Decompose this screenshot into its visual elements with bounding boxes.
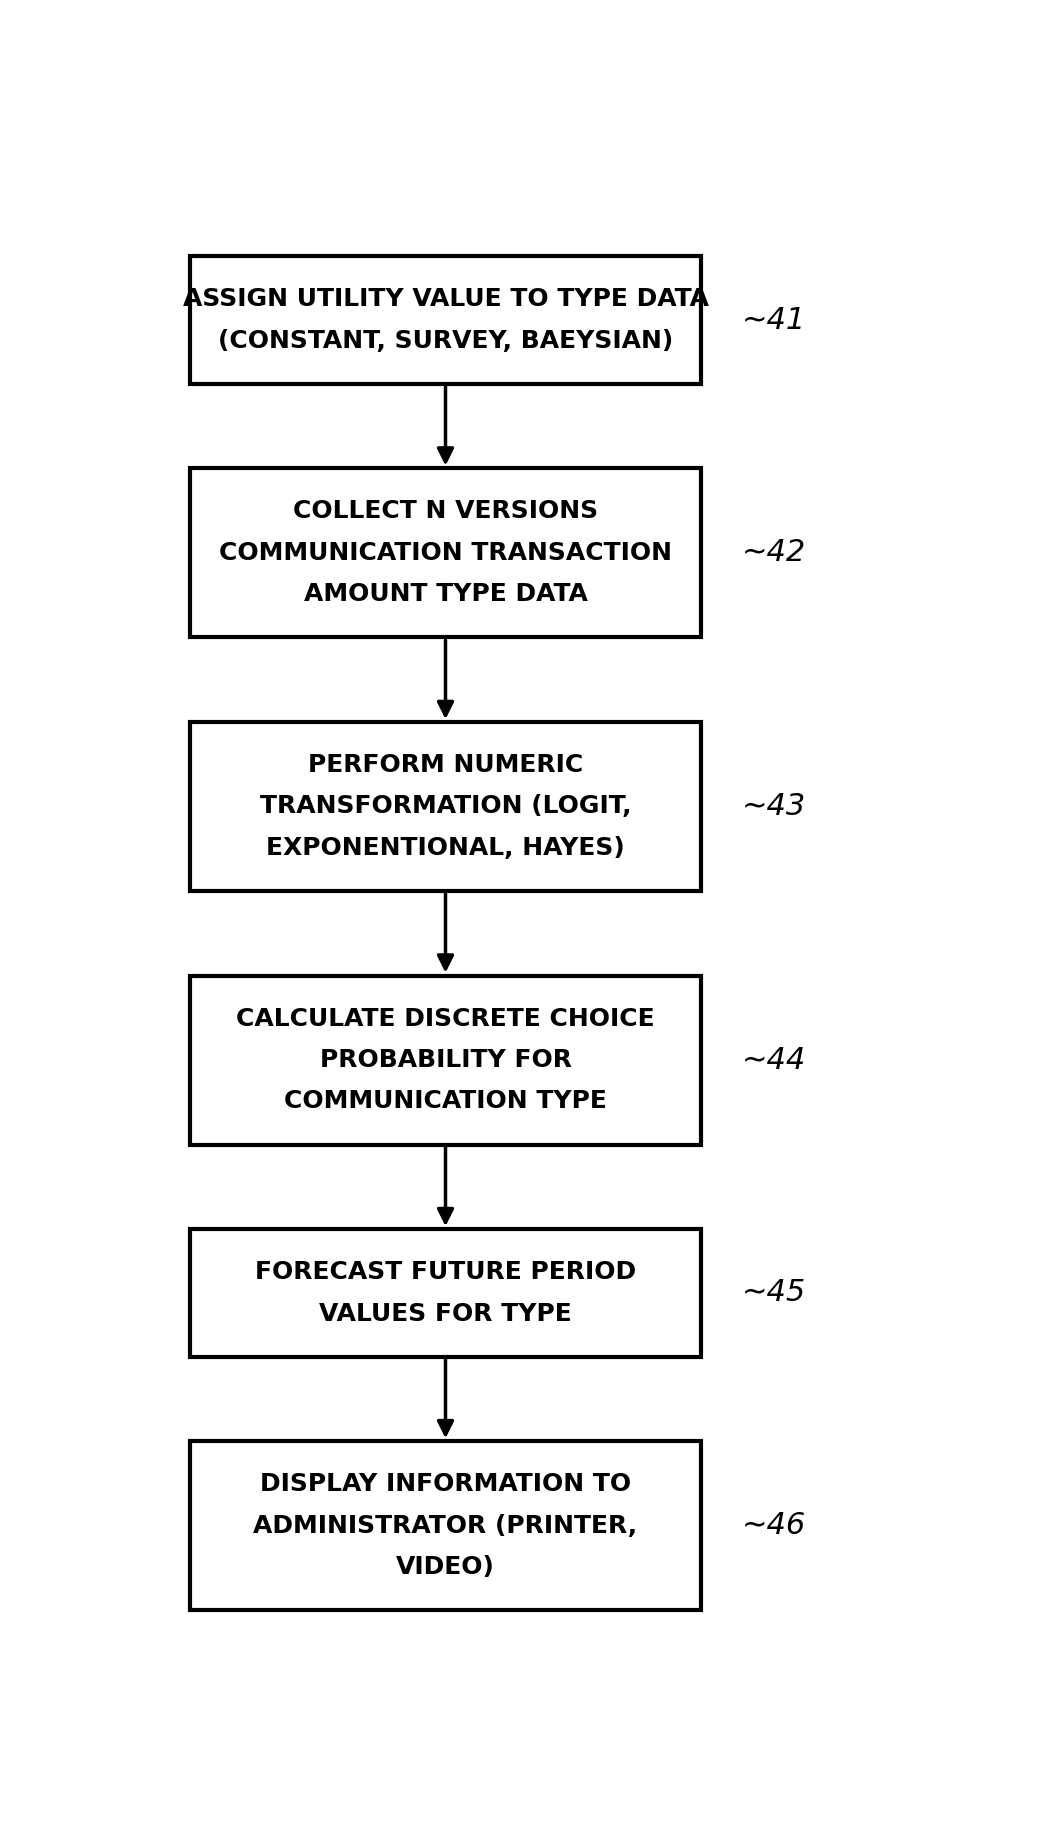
Text: VIDEO): VIDEO) xyxy=(396,1556,495,1580)
Bar xyxy=(190,722,701,891)
Text: TRANSFORMATION (LOGIT,: TRANSFORMATION (LOGIT, xyxy=(260,795,631,819)
Text: COLLECT N VERSIONS: COLLECT N VERSIONS xyxy=(293,499,598,523)
Text: ASSIGN UTILITY VALUE TO TYPE DATA: ASSIGN UTILITY VALUE TO TYPE DATA xyxy=(183,287,708,311)
Text: PROBABILITY FOR: PROBABILITY FOR xyxy=(320,1048,571,1071)
Text: COMMUNICATION TYPE: COMMUNICATION TYPE xyxy=(284,1090,607,1114)
Text: FORECAST FUTURE PERIOD: FORECAST FUTURE PERIOD xyxy=(255,1259,636,1285)
Text: ∼44: ∼44 xyxy=(741,1046,806,1075)
Text: (CONSTANT, SURVEY, BAEYSIAN): (CONSTANT, SURVEY, BAEYSIAN) xyxy=(218,330,673,353)
Text: COMMUNICATION TRANSACTION: COMMUNICATION TRANSACTION xyxy=(219,541,672,565)
Text: ∼42: ∼42 xyxy=(741,538,806,567)
Text: ∼43: ∼43 xyxy=(741,792,806,821)
Text: EXPONENTIONAL, HAYES): EXPONENTIONAL, HAYES) xyxy=(267,836,624,860)
Bar xyxy=(190,1230,701,1357)
Text: VALUES FOR TYPE: VALUES FOR TYPE xyxy=(320,1302,571,1326)
Bar xyxy=(190,256,701,385)
Text: ∼41: ∼41 xyxy=(741,306,806,335)
Text: CALCULATE DISCRETE CHOICE: CALCULATE DISCRETE CHOICE xyxy=(236,1007,655,1031)
Text: ∼45: ∼45 xyxy=(741,1278,806,1307)
Text: AMOUNT TYPE DATA: AMOUNT TYPE DATA xyxy=(304,582,587,606)
Text: ADMINISTRATOR (PRINTER,: ADMINISTRATOR (PRINTER, xyxy=(254,1513,637,1537)
Bar xyxy=(190,1442,701,1611)
Bar xyxy=(190,976,701,1145)
Text: DISPLAY INFORMATION TO: DISPLAY INFORMATION TO xyxy=(260,1473,631,1497)
Text: ∼46: ∼46 xyxy=(741,1511,806,1541)
Text: PERFORM NUMERIC: PERFORM NUMERIC xyxy=(308,753,583,777)
Bar xyxy=(190,468,701,637)
